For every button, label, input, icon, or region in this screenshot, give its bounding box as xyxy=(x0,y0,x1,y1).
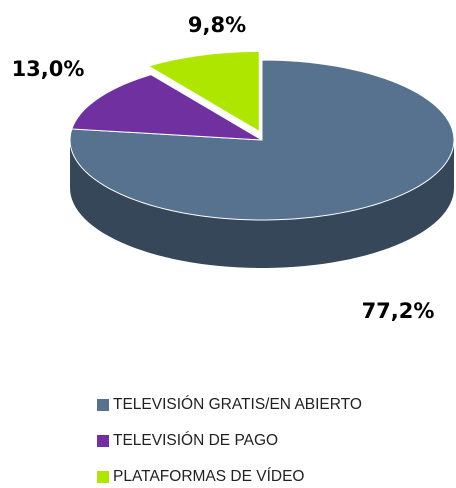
pie-side xyxy=(70,140,454,268)
legend-label: TELEVISIÓN GRATIS/EN ABIERTO xyxy=(113,396,362,413)
legend-swatch xyxy=(97,399,109,411)
data-label: 9,8% xyxy=(188,13,246,37)
legend-swatch xyxy=(97,435,109,447)
data-label: 13,0% xyxy=(12,57,85,81)
pie-slice xyxy=(147,50,260,133)
pie-slice xyxy=(69,59,455,221)
legend-label: TELEVISIÓN DE PAGO xyxy=(113,432,278,449)
data-label: 77,2% xyxy=(362,299,435,323)
legend-swatch xyxy=(97,471,109,483)
legend-label: PLATAFORMAS DE VÍDEO xyxy=(113,468,305,485)
pie-slice xyxy=(71,74,263,141)
